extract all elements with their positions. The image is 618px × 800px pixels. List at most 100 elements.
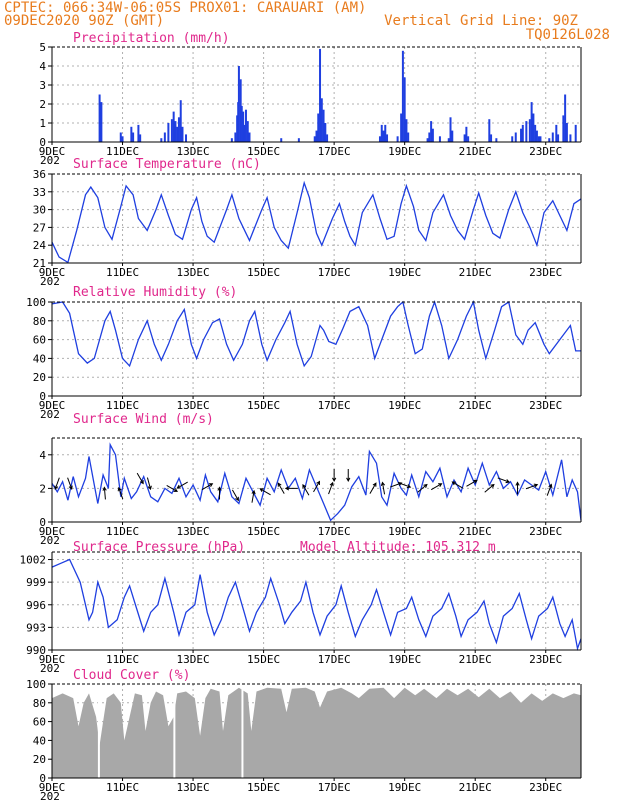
precip-bar [174, 121, 177, 142]
y-tick-label: 990 [26, 644, 46, 657]
wind-arrow [259, 488, 271, 496]
precip-bar [239, 79, 242, 142]
precip-bar [297, 138, 300, 142]
wind-arrow [398, 482, 412, 489]
y-tick-label: 999 [26, 576, 46, 589]
x-tick-label: 21DEC [459, 525, 492, 538]
y-tick-label: 0 [39, 136, 46, 149]
precip-bar [163, 132, 166, 142]
y-tick-label: 100 [26, 296, 46, 309]
y-tick-label: 3 [39, 79, 46, 92]
x-tick-label: 17DEC [318, 266, 351, 279]
wind-arrow [484, 483, 495, 493]
precip-bar [317, 113, 320, 142]
x-tick-label: 13DEC [177, 266, 210, 279]
precip-bar [243, 124, 246, 142]
wind-arrow [466, 479, 478, 487]
x-tick-label: 17DEC [318, 653, 351, 666]
precip-bar [511, 136, 514, 142]
wind-arrow [417, 483, 428, 493]
wind-arrow [430, 483, 443, 491]
year-stub: 202 [40, 154, 60, 167]
panel-1: 0 1 2 3 4 5 9DEC 11DEC 13DEC 15DEC 17DEC 19DEC 21DEC… [39, 31, 582, 167]
header-model: TQ0126L028 [525, 27, 610, 43]
y-tick-label: 21 [33, 257, 46, 270]
precip-bar [557, 134, 560, 142]
precip-bar [525, 121, 528, 142]
y-tick-label: 60 [33, 716, 46, 729]
precip-bar [382, 130, 385, 142]
x-tick-label: 9DEC [39, 145, 66, 158]
precip-bar [520, 128, 523, 142]
x-tick-label: 23DEC [529, 653, 562, 666]
precip-bar [463, 134, 466, 142]
y-tick-label: 4 [39, 449, 46, 462]
precip-bar [451, 130, 454, 142]
wind-arrow [166, 484, 179, 492]
wind-arrow [117, 486, 124, 500]
series-line [51, 299, 581, 368]
precip-bar [495, 138, 498, 142]
y-tick-label: 24 [33, 239, 47, 252]
precip-bar [467, 136, 470, 142]
x-tick-label: 15DEC [247, 145, 280, 158]
cloud-gap [241, 684, 244, 778]
precip-bar [242, 111, 245, 142]
precip-bar [539, 136, 542, 142]
panel-4: 0 2 4 9DEC 11DEC 13DEC 15DEC 17DEC 19DEC 21DEC 23D… [39, 412, 582, 547]
wind-arrow [54, 477, 60, 490]
precip-bar [562, 115, 565, 142]
precip-bar [167, 123, 170, 142]
precip-bar [396, 136, 399, 142]
panel-title: Cloud Cover (%) [73, 668, 190, 683]
precip-bar [403, 77, 406, 142]
x-tick-label: 15DEC [247, 525, 280, 538]
x-tick-label: 19DEC [388, 781, 421, 794]
x-tick-label: 21DEC [459, 266, 492, 279]
y-tick-label: 1 [39, 117, 46, 130]
wind-arrow [369, 482, 377, 494]
wind-arrow [231, 489, 239, 502]
x-tick-label: 11DEC [106, 525, 139, 538]
precip-bar [401, 50, 404, 142]
panel-subtitle: Model Altitude: 105.312 m [300, 540, 496, 555]
precip-bar [177, 117, 180, 142]
precip-bar [400, 113, 403, 142]
precip-bar [121, 136, 124, 142]
x-tick-label: 13DEC [177, 525, 210, 538]
wind-arrow [346, 468, 351, 483]
wind-arrow [136, 472, 144, 485]
y-tick-label: 27 [33, 221, 46, 234]
wind-arrow [217, 486, 222, 500]
precip-bar [555, 124, 558, 142]
x-tick-label: 9DEC [39, 266, 66, 279]
y-tick-label: 80 [33, 697, 46, 710]
x-tick-label: 9DEC [39, 399, 66, 412]
precip-bar [532, 113, 535, 142]
y-tick-label: 2 [39, 98, 46, 111]
precip-bar [313, 136, 316, 142]
x-tick-label: 15DEC [247, 653, 280, 666]
precip-bar [428, 132, 431, 142]
x-tick-label: 21DEC [459, 653, 492, 666]
y-tick-label: 36 [33, 168, 46, 181]
panel-6: 0 20 40 60 80 100 9DEC 11DEC 13DEC 15DEC 17DEC 19DE… [26, 668, 582, 800]
precip-bar [430, 121, 433, 142]
precip-bar [234, 132, 237, 142]
y-tick-label: 1002 [20, 554, 47, 567]
y-tick-label: 0 [39, 772, 46, 785]
wind-arrow [380, 481, 386, 495]
year-stub: 202 [40, 534, 60, 547]
precip-bar [176, 126, 179, 142]
precip-bar [172, 111, 175, 142]
wind-arrow [284, 486, 298, 491]
precip-bar [528, 119, 531, 142]
series-line [51, 558, 582, 651]
wind-arrow [201, 483, 214, 491]
wind-arrow [176, 481, 188, 489]
y-tick-label: 996 [26, 599, 46, 612]
header-date: 09DEC2020 90Z (GMT) [4, 13, 165, 29]
precip-bar [315, 130, 318, 142]
cloud-gap [97, 684, 100, 778]
